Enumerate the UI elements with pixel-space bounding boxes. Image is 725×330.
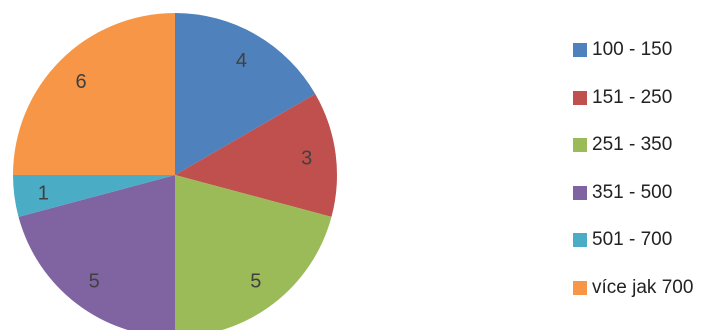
- legend-label: 351 - 500: [592, 181, 673, 203]
- legend-swatch: [573, 233, 587, 247]
- pie-slice-1: [175, 13, 316, 175]
- pie-slice-3: [175, 175, 332, 330]
- legend-swatch: [573, 280, 587, 295]
- legend-item: 351 - 500: [573, 181, 723, 205]
- legend-swatch: [573, 43, 587, 57]
- legend-label: 251 - 350: [592, 134, 673, 155]
- pie-plot-area: 4 3 5 5 1 6: [13, 13, 337, 330]
- pie-slice-2: [175, 94, 337, 217]
- slice-value-label: 4: [236, 50, 247, 72]
- slice-value-label: 6: [76, 71, 87, 93]
- legend-label: 151 - 250: [592, 86, 673, 108]
- legend-swatch: [573, 90, 587, 105]
- legend-item: 151 - 250: [573, 86, 723, 110]
- slice-value-label: 3: [301, 148, 312, 170]
- slice-value-label: 1: [38, 182, 49, 204]
- legend-label: více jak 700: [592, 276, 694, 298]
- legend-label: 100 - 150: [592, 39, 673, 60]
- legend-label: 501 - 700: [592, 229, 673, 250]
- slice-value-label: 5: [89, 270, 100, 292]
- pie-slice-6: [13, 13, 175, 175]
- legend-item: více jak 700: [573, 276, 723, 300]
- legend-swatch: [573, 185, 587, 200]
- slice-value-label: 5: [250, 270, 261, 292]
- legend: 100 - 150 151 - 250 251 - 350 351 - 500 501 …: [573, 38, 723, 323]
- legend-item: 501 - 700: [573, 228, 723, 252]
- legend-item: 100 - 150: [573, 38, 723, 62]
- pie-slice-5: [13, 175, 175, 217]
- pie-slice-4: [18, 175, 175, 330]
- legend-swatch: [573, 138, 587, 152]
- legend-item: 251 - 350: [573, 133, 723, 157]
